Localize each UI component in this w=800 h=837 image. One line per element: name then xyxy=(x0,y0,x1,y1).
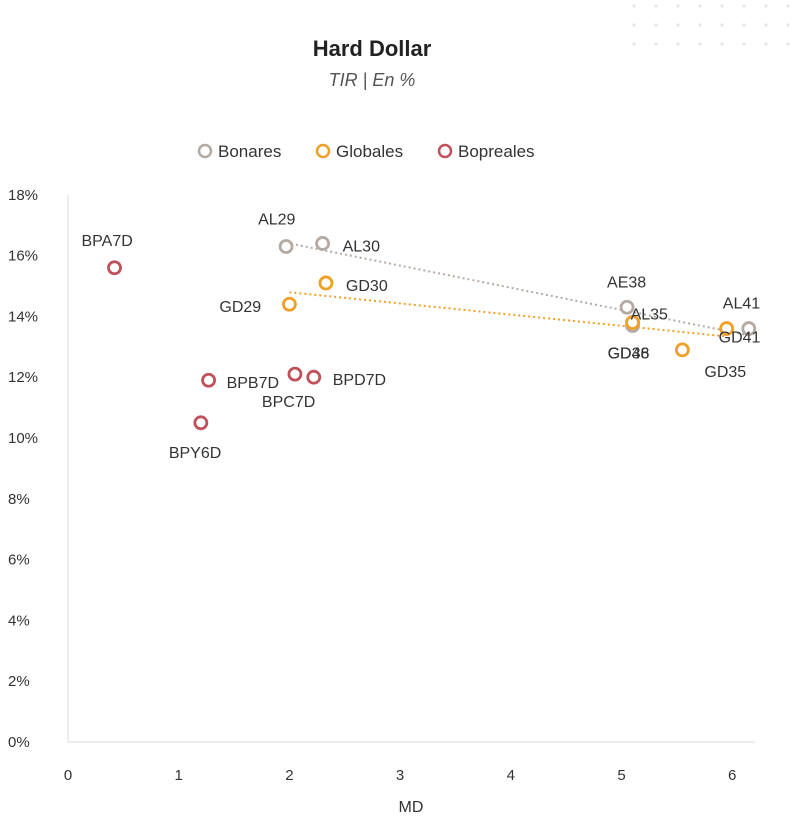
decorative-dot xyxy=(632,23,636,27)
x-tick-label: 2 xyxy=(285,767,293,784)
y-tick-label: 6% xyxy=(8,552,30,569)
point-label-gd41: GD41 xyxy=(719,330,761,347)
x-axis-ticks: 0 1 2 3 4 5 6 xyxy=(64,767,737,784)
point-gd29 xyxy=(281,296,297,312)
decorative-dot xyxy=(698,23,702,27)
x-axis-label: MD xyxy=(399,799,424,816)
x-tick-label: 0 xyxy=(64,767,72,784)
point-gd35 xyxy=(674,342,690,358)
y-tick-label: 18% xyxy=(8,187,38,204)
decorative-dot xyxy=(786,42,790,46)
legend-label-bopreales: Bopreales xyxy=(458,142,535,161)
y-tick-label: 8% xyxy=(8,491,30,508)
point-label-al30: AL30 xyxy=(343,238,380,255)
point-label-bpy6d: BPY6D xyxy=(169,445,221,462)
legend-marker-bonares xyxy=(197,143,213,159)
x-tick-label: 1 xyxy=(175,767,183,784)
point-gd41 xyxy=(719,321,735,336)
decorative-dot xyxy=(720,23,724,27)
x-tick-label: 4 xyxy=(507,767,515,784)
decorative-dot xyxy=(764,23,768,27)
point-bpd7d xyxy=(306,369,322,385)
decorative-dot xyxy=(720,4,724,8)
y-tick-label: 0% xyxy=(8,734,30,751)
point-label-gd38: GD38 xyxy=(608,345,650,362)
decorative-dot xyxy=(742,4,746,8)
point-label-bpd7d: BPD7D xyxy=(333,372,386,389)
point-gd30 xyxy=(318,275,334,291)
decorative-dot xyxy=(632,4,636,8)
point-gd46 xyxy=(625,315,640,330)
trendline-bonares xyxy=(285,241,750,337)
x-tick-label: 3 xyxy=(396,767,404,784)
legend: Bonares Globales Bopreales xyxy=(197,142,535,161)
y-tick-label: 16% xyxy=(8,248,38,265)
decorative-dot xyxy=(632,42,636,46)
point-al29 xyxy=(278,239,294,254)
decorative-dot-grid xyxy=(632,4,790,46)
trendline-globales xyxy=(289,291,727,338)
y-tick-label: 4% xyxy=(8,612,30,629)
point-label-al41: AL41 xyxy=(723,296,760,313)
point-bpb7d xyxy=(201,372,216,388)
point-bpy6d xyxy=(193,415,209,431)
point-bpc7d xyxy=(287,366,303,382)
y-tick-label: 2% xyxy=(8,673,30,690)
y-tick-label: 10% xyxy=(8,430,38,447)
point-label-gd29: GD29 xyxy=(219,299,261,316)
decorative-dot xyxy=(720,42,724,46)
data-points xyxy=(107,236,757,431)
point-label-bpb7d: BPB7D xyxy=(227,375,279,392)
y-axis-ticks: 0% 2% 4% 6% 8% 10% 12% 14% 16% 18% xyxy=(8,187,38,751)
decorative-dot xyxy=(742,42,746,46)
x-tick-label: 6 xyxy=(728,767,736,784)
decorative-dot xyxy=(786,4,790,8)
point-al30 xyxy=(315,236,331,251)
point-label-al35: AL35 xyxy=(631,307,668,324)
chart-title: Hard Dollar xyxy=(313,36,432,61)
point-label-ae38: AE38 xyxy=(607,274,646,291)
point-label-bpc7d: BPC7D xyxy=(262,394,315,411)
decorative-dot xyxy=(676,42,680,46)
point-al41 xyxy=(741,321,757,336)
x-tick-label: 5 xyxy=(617,767,625,784)
point-ae38 xyxy=(619,299,635,315)
decorative-dot xyxy=(654,23,658,27)
trendlines xyxy=(285,241,750,338)
legend-marker-globales xyxy=(315,143,331,159)
point-bpa7d xyxy=(107,260,122,276)
point-label-gd30: GD30 xyxy=(346,278,388,295)
y-tick-label: 14% xyxy=(8,308,38,325)
decorative-dot xyxy=(786,23,790,27)
y-tick-label: 12% xyxy=(8,369,38,386)
point-label-al29: AL29 xyxy=(258,211,295,228)
legend-label-bonares: Bonares xyxy=(218,142,281,161)
decorative-dot xyxy=(698,42,702,46)
legend-marker-bopreales xyxy=(437,143,453,159)
point-label-gd46: GD46 xyxy=(608,345,650,362)
decorative-dot xyxy=(676,4,680,8)
decorative-dot xyxy=(654,42,658,46)
decorative-dot xyxy=(676,23,680,27)
point-label-gd35: GD35 xyxy=(704,364,746,381)
decorative-dot xyxy=(698,4,702,8)
decorative-dot xyxy=(764,42,768,46)
decorative-dot xyxy=(764,4,768,8)
chart-subtitle: TIR | En % xyxy=(329,70,416,90)
point-label-bpa7d: BPA7D xyxy=(81,233,132,250)
decorative-dot xyxy=(654,4,658,8)
legend-label-globales: Globales xyxy=(336,142,403,161)
decorative-dot xyxy=(742,23,746,27)
